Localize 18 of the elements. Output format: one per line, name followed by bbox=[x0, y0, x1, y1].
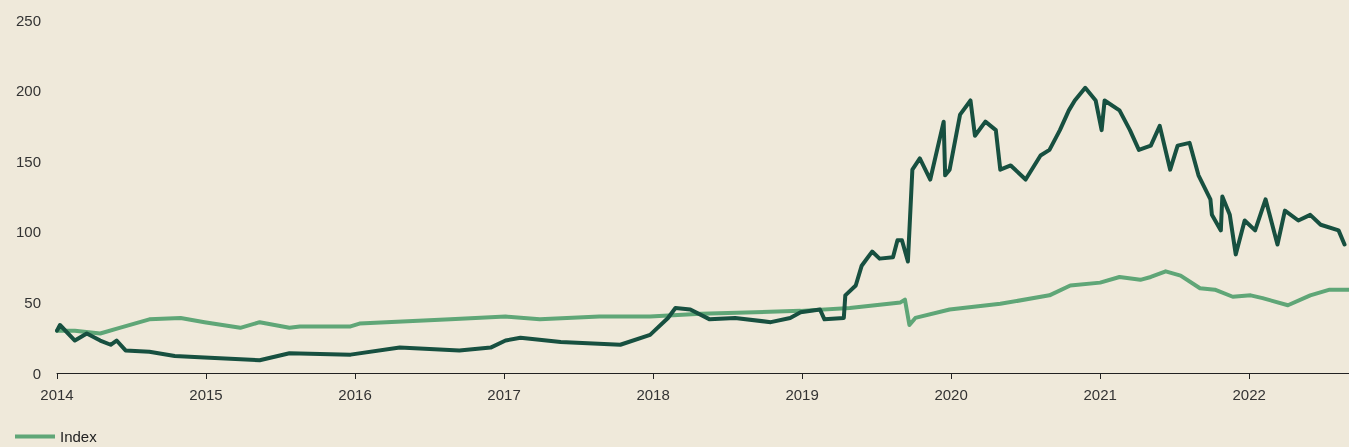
x-tick-label: 2014 bbox=[40, 386, 74, 403]
y-tick-label: 200 bbox=[15, 82, 41, 100]
x-tick-label: 2021 bbox=[1083, 386, 1117, 403]
line-series bbox=[55, 85, 1347, 363]
x-tick-label: 2022 bbox=[1232, 386, 1266, 403]
line-series bbox=[55, 269, 1349, 336]
x-tick-label: 2018 bbox=[636, 386, 670, 403]
y-tick-label: 100 bbox=[15, 223, 41, 241]
x-tick-label: 2017 bbox=[487, 386, 521, 403]
x-tick-label: 2019 bbox=[785, 386, 819, 403]
y-tick-label: 0 bbox=[32, 364, 41, 382]
x-tick-label: 2020 bbox=[934, 386, 968, 403]
y-tick-label: 50 bbox=[24, 293, 41, 311]
x-tick-label: 2015 bbox=[189, 386, 223, 403]
y-tick-label: 150 bbox=[15, 152, 41, 170]
x-tick-label: 2016 bbox=[338, 386, 372, 403]
y-tick-label: 250 bbox=[15, 11, 41, 29]
legend-label: Index bbox=[60, 428, 98, 445]
